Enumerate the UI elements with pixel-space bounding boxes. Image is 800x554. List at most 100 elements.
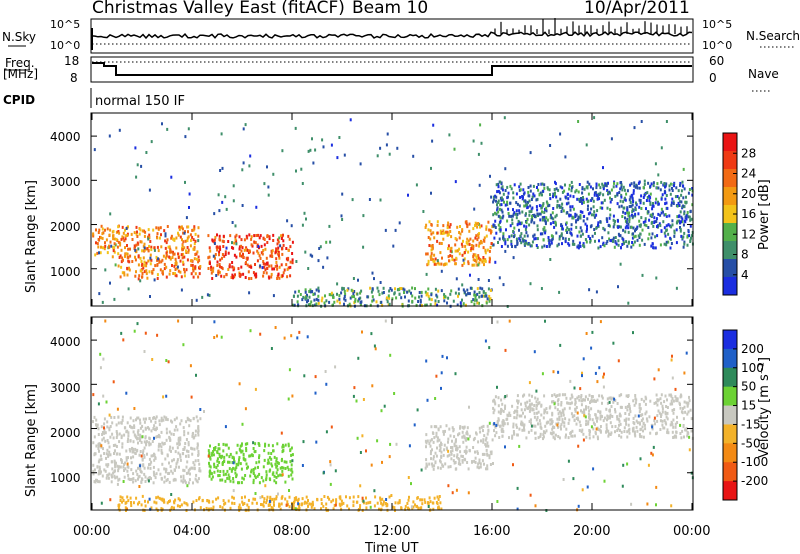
- data-cell: [184, 481, 187, 485]
- data-cell: [168, 480, 171, 484]
- data-cell: [585, 332, 588, 335]
- data-cell: [681, 407, 684, 411]
- data-cell: [286, 219, 289, 223]
- data-cell: [562, 413, 565, 417]
- data-cell: [480, 239, 482, 243]
- data-cell: [488, 346, 491, 350]
- data-cell: [620, 246, 622, 250]
- data-cell: [601, 236, 604, 240]
- data-cell: [102, 436, 105, 440]
- data-cell: [250, 243, 253, 247]
- data-cell: [680, 193, 683, 197]
- data-cell: [655, 220, 658, 223]
- data-cell: [593, 193, 596, 197]
- data-cell: [165, 394, 168, 398]
- data-cell: [540, 182, 543, 186]
- data-cell: [556, 394, 559, 398]
- data-cell: [177, 497, 180, 501]
- data-cell: [182, 260, 185, 264]
- data-cell: [442, 237, 445, 241]
- data-cell: [589, 237, 591, 240]
- data-cell: [313, 507, 316, 511]
- data-cell: [161, 462, 164, 466]
- data-cell: [553, 402, 556, 406]
- data-cell: [524, 228, 527, 231]
- data-cell: [130, 468, 133, 472]
- data-cell: [222, 499, 225, 503]
- colorbar-tick-label: 16: [741, 207, 756, 221]
- data-cell: [114, 443, 117, 447]
- data-cell: [118, 231, 121, 235]
- data-cell: [218, 250, 221, 254]
- data-cell: [165, 438, 168, 442]
- data-cell: [154, 476, 157, 480]
- data-cell: [166, 478, 169, 481]
- data-cell: [259, 332, 262, 336]
- data-cell: [394, 501, 397, 505]
- data-cell: [635, 398, 638, 402]
- data-cell: [121, 445, 124, 449]
- data-cell: [258, 456, 260, 460]
- data-cell: [487, 279, 490, 282]
- data-cell: [564, 240, 567, 244]
- data-cell: [552, 207, 555, 210]
- data-cell: [324, 370, 327, 373]
- data-cell: [113, 460, 116, 464]
- data-cell: [660, 393, 663, 397]
- data-cell: [290, 453, 293, 457]
- data-cell: [419, 298, 422, 302]
- data-cell: [617, 239, 620, 243]
- data-cell: [615, 184, 618, 188]
- data-cell: [641, 425, 644, 429]
- data-cell: [125, 391, 128, 395]
- data-cell: [229, 479, 232, 483]
- data-cell: [641, 228, 644, 232]
- data-cell: [235, 233, 238, 237]
- data-cell: [155, 415, 158, 419]
- data-cell: [461, 425, 464, 429]
- data-cell: [499, 180, 502, 184]
- data-cell: [207, 256, 210, 260]
- data-cell: [293, 507, 296, 511]
- data-cell: [108, 426, 111, 430]
- data-cell: [552, 400, 555, 404]
- data-cell: [175, 462, 178, 466]
- data-cell: [656, 403, 659, 407]
- data-cell: [306, 300, 308, 304]
- data-cell: [600, 414, 603, 418]
- data-cell: [582, 198, 585, 202]
- data-cell: [147, 237, 150, 241]
- data-cell: [390, 494, 393, 497]
- data-cell: [581, 210, 584, 214]
- data-cell: [216, 264, 219, 267]
- data-cell: [224, 472, 227, 476]
- data-cell: [509, 184, 512, 188]
- data-cell: [307, 149, 310, 153]
- data-cell: [276, 275, 279, 279]
- data-cell: [135, 243, 138, 247]
- data-cell: [184, 239, 187, 243]
- data-cell: [338, 136, 341, 139]
- data-cell: [168, 448, 171, 452]
- data-cell: [583, 214, 586, 218]
- colorbar-swatch: [723, 443, 737, 463]
- data-cell: [488, 294, 491, 298]
- data-cell: [680, 394, 683, 398]
- noise-left-tick-high: 10^5: [50, 18, 80, 31]
- data-cell: [612, 185, 615, 189]
- data-cell: [187, 250, 190, 254]
- data-cell: [404, 507, 407, 511]
- data-cell: [221, 454, 224, 458]
- data-cell: [102, 246, 104, 250]
- data-cell: [611, 415, 614, 418]
- data-cell: [332, 507, 335, 511]
- data-cell: [620, 185, 623, 189]
- data-cell: [584, 415, 587, 419]
- data-cell: [223, 275, 226, 279]
- data-cell: [589, 430, 591, 434]
- data-cell: [634, 394, 637, 397]
- data-cell: [183, 274, 186, 278]
- data-cell: [429, 444, 432, 448]
- data-cell: [238, 458, 240, 462]
- data-cell: [651, 427, 654, 431]
